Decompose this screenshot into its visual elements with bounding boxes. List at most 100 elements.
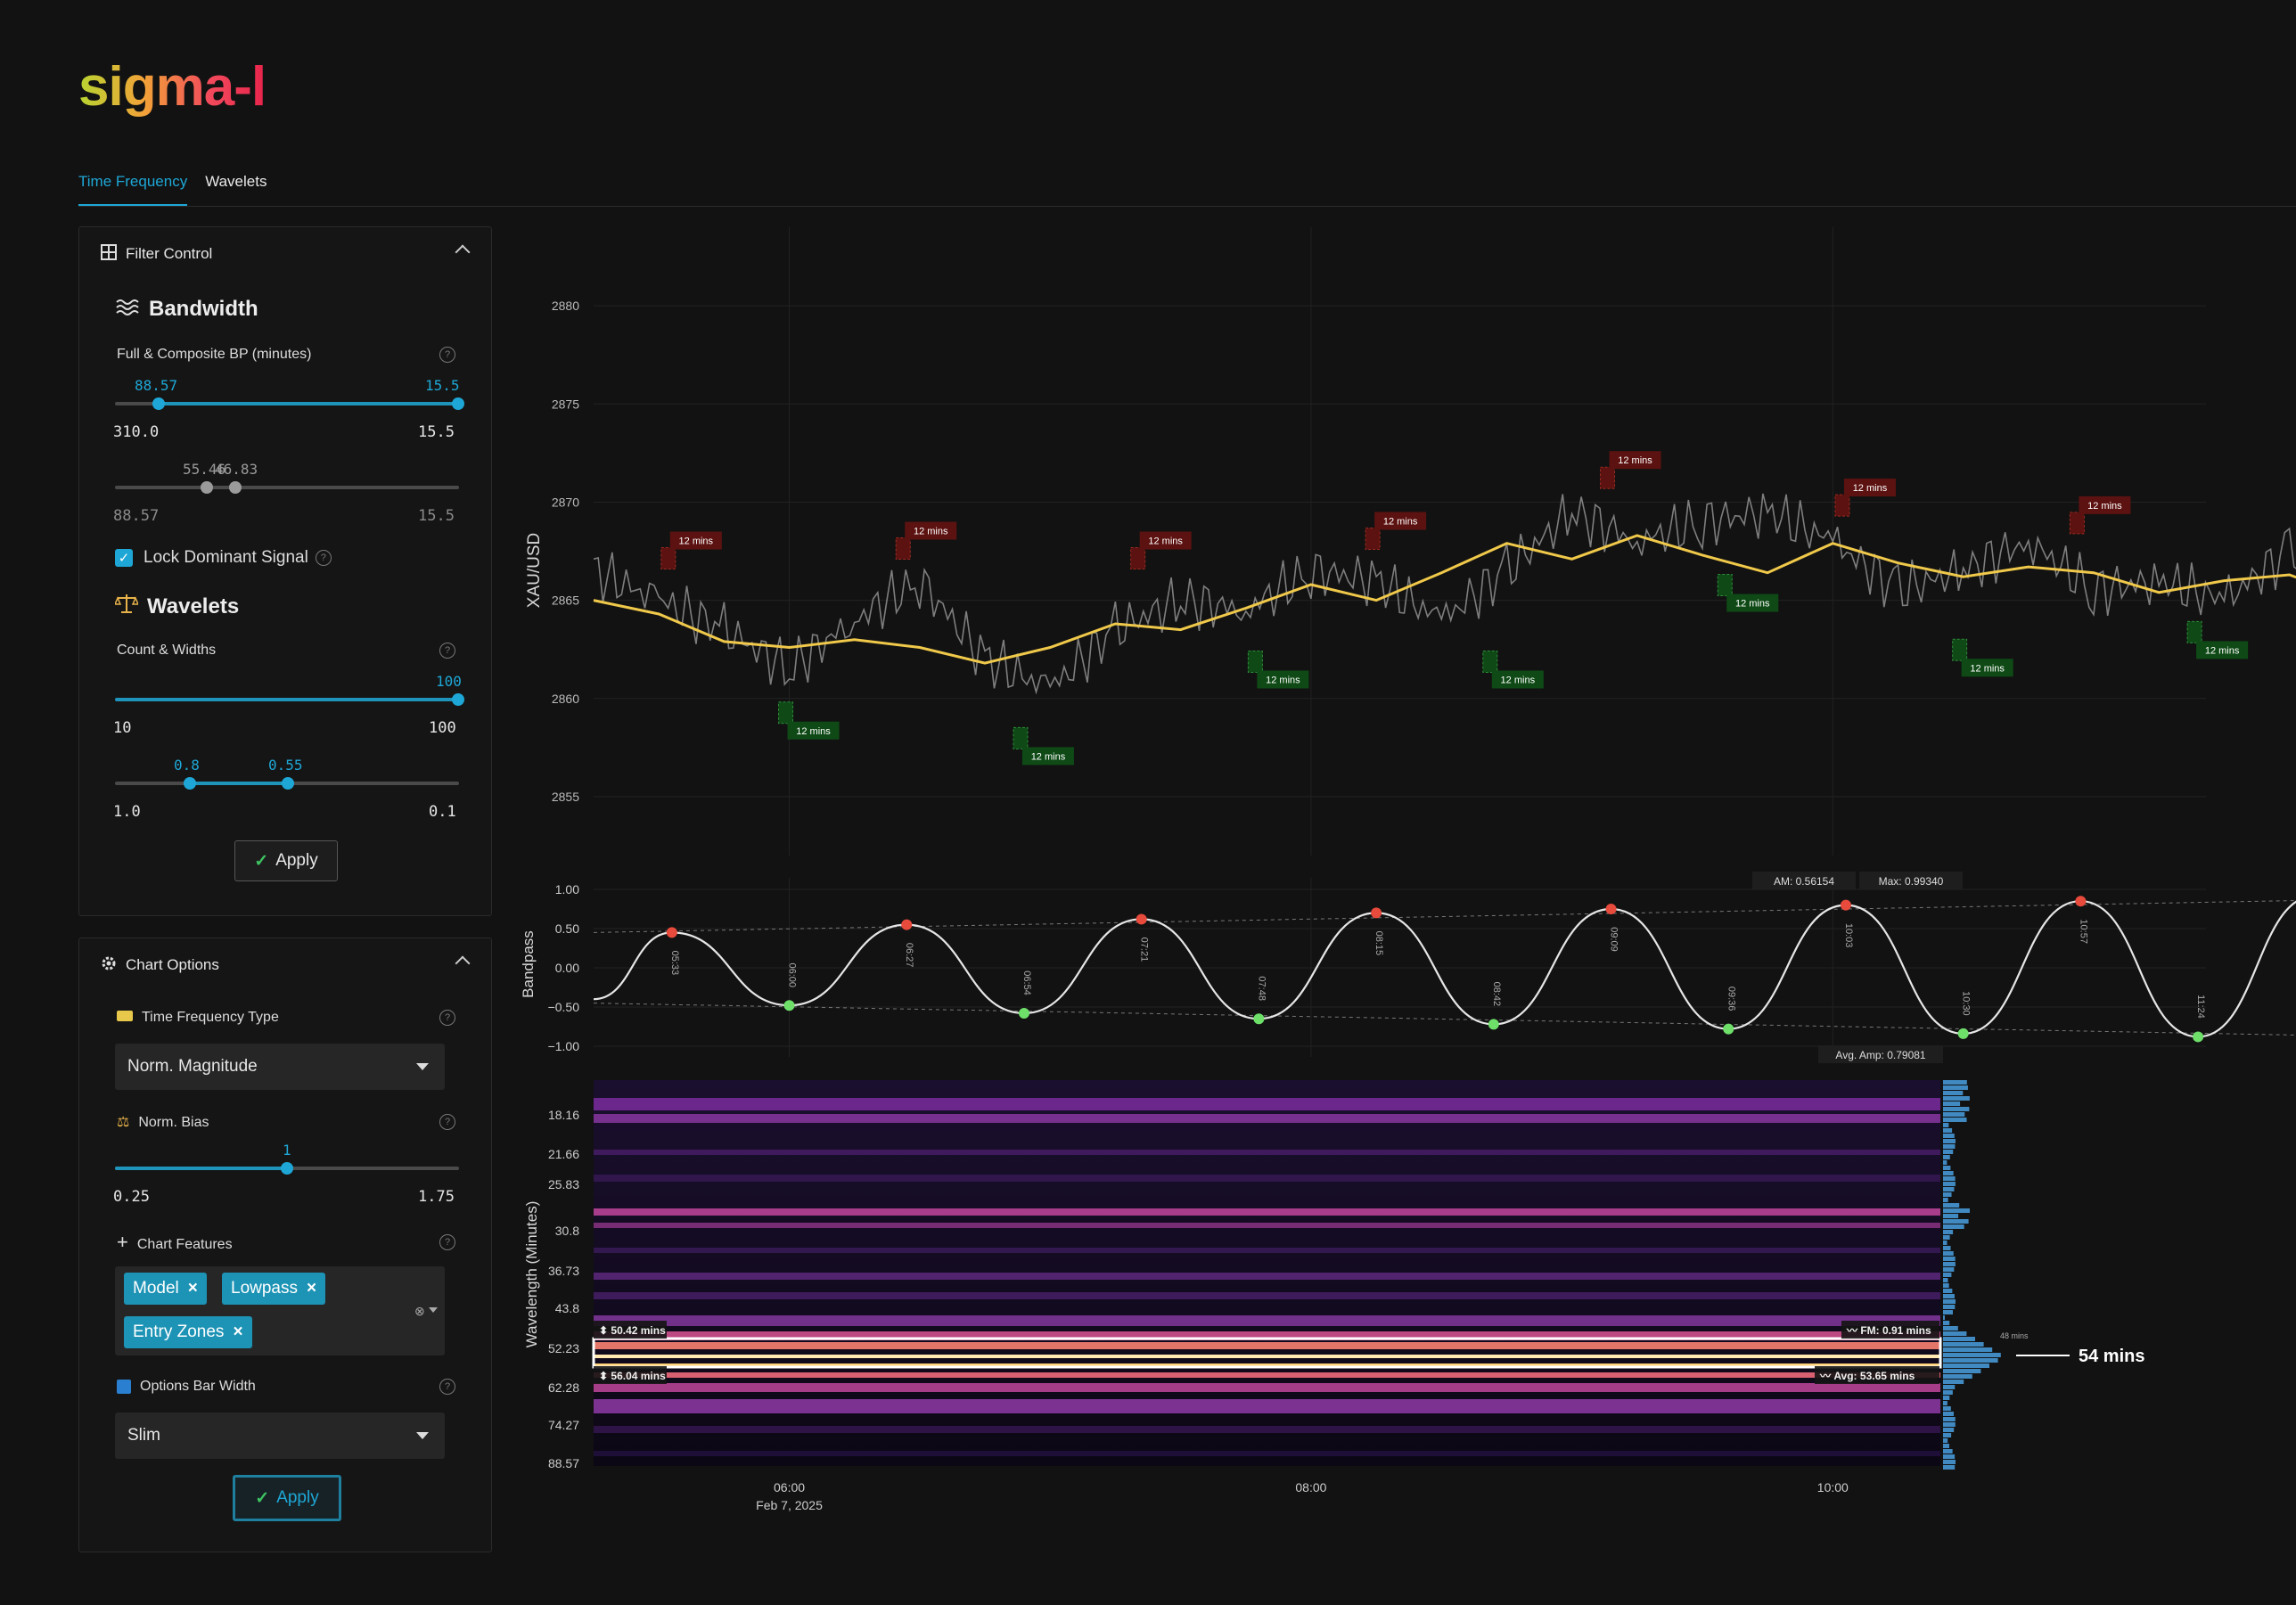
chip-entry-zones[interactable]: Entry Zones × — [124, 1316, 252, 1348]
norm-bias-value: 1 — [283, 1142, 291, 1159]
bp-time-label: 10:03 — [1843, 923, 1854, 948]
histogram-bar — [1943, 1123, 1949, 1127]
price-chart[interactable]: XAU/USD 2880 2875 2870 2865 2860 2855 12 mins 1… — [525, 206, 2296, 856]
bp-time-label: 09:09 — [1609, 927, 1620, 952]
remove-icon[interactable]: × — [307, 1279, 317, 1298]
hm-tick-label: 30.8 — [555, 1224, 579, 1238]
heatmap-band — [594, 1208, 1940, 1216]
chart-apply-button[interactable]: ✓ Apply — [233, 1475, 341, 1521]
histogram-bar — [1943, 1219, 1969, 1224]
wv2-high-handle[interactable] — [282, 777, 294, 790]
bp-tick-label: −0.50 — [548, 1000, 580, 1014]
am-label-bg — [1752, 872, 1856, 889]
histogram-bar — [1943, 1208, 1970, 1213]
bp-trough-marker — [1018, 1008, 1029, 1020]
histogram-bar — [1943, 1326, 1958, 1331]
tab-bar: Time Frequency Wavelets — [78, 168, 266, 207]
bw2-low-handle[interactable] — [201, 481, 213, 494]
chevron-up-icon[interactable] — [455, 955, 471, 971]
wavelets-title: Wavelets — [147, 594, 240, 618]
features-multiselect[interactable]: Model × Lowpass × Entry Zones × ⊗ — [115, 1266, 445, 1355]
bandpass-chart[interactable]: Bandpass 1.00 0.50 0.00 −0.50 −1.00 05:33 06:0… — [520, 872, 2296, 1063]
bp-time-label: 06:54 — [1021, 970, 1032, 995]
filter-apply-button[interactable]: ✓ Apply — [234, 840, 338, 881]
count-widths-label: Count & Widths — [117, 643, 217, 658]
remove-icon[interactable]: × — [233, 1322, 243, 1341]
wv1-value: 100 — [436, 673, 462, 690]
bw2-track[interactable] — [115, 486, 459, 489]
help-icon[interactable]: ? — [439, 347, 455, 363]
bubble-box — [660, 547, 676, 570]
histogram-bar — [1943, 1085, 1968, 1090]
bw1-fill — [160, 402, 459, 405]
bp-trough-marker — [1253, 1013, 1265, 1025]
chip-model[interactable]: Model × — [124, 1273, 207, 1305]
histogram-bar — [1943, 1401, 1948, 1405]
remove-icon[interactable]: × — [187, 1279, 198, 1298]
caret-down-icon — [416, 1432, 429, 1439]
bar-width-select[interactable]: Slim — [115, 1413, 445, 1459]
bw2-low-value: 55.46 — [183, 461, 226, 478]
lock-dominant-checkbox[interactable]: ✓ — [115, 549, 133, 567]
histogram-bar — [1943, 1385, 1956, 1389]
bar-width-value: Slim — [127, 1426, 160, 1445]
help-icon[interactable]: ? — [439, 1379, 455, 1395]
help-icon[interactable]: ? — [315, 550, 332, 566]
clear-icon[interactable]: ⊗ — [414, 1304, 425, 1318]
wavelets-heading: Wavelets — [113, 593, 240, 620]
peak-bubble: 12 mins — [1834, 479, 1896, 517]
histogram-bar — [1943, 1118, 1967, 1122]
tf-type-select[interactable]: Norm. Magnitude — [115, 1044, 445, 1090]
bubble-label-bg — [1726, 594, 1779, 612]
wv1-max: 100 — [429, 719, 456, 737]
tab-time-frequency[interactable]: Time Frequency — [78, 168, 188, 207]
norm-bias-handle[interactable] — [281, 1162, 293, 1175]
chart-options-header[interactable]: Chart Options — [79, 938, 491, 992]
bw2-high-handle[interactable] — [229, 481, 242, 494]
bubble-label: 12 mins — [914, 527, 948, 537]
histogram-bar — [1943, 1144, 1956, 1149]
bp-time-label: 10:57 — [2078, 919, 2088, 944]
bar-width-label-row: Options Bar Width ? — [117, 1379, 455, 1395]
bp-time-label: 07:48 — [1256, 976, 1267, 1001]
bubble-box — [2069, 512, 2085, 535]
bp-time-label: 08:15 — [1374, 931, 1384, 956]
heatmap-chart[interactable]: Wavelength (Minutes) 18.16 21.66 25.83 30.8… — [523, 1080, 2296, 1512]
chevron-up-icon[interactable] — [455, 244, 471, 260]
caret-down-icon[interactable] — [429, 1307, 438, 1313]
tab-wavelets[interactable]: Wavelets — [205, 173, 267, 190]
heatmap-band — [594, 1372, 1940, 1378]
histogram-bar — [1943, 1321, 1950, 1325]
bp-peak-marker — [1605, 904, 1617, 914]
check-icon: ✓ — [255, 1488, 270, 1508]
chip-lowpass[interactable]: Lowpass × — [222, 1273, 326, 1305]
histogram-bar — [1943, 1257, 1956, 1261]
chart-apply-label: Apply — [276, 1488, 319, 1507]
hm-tick-label: 88.57 — [548, 1456, 579, 1470]
heatmap-band — [594, 1223, 1940, 1228]
bp-time-label: 10:30 — [1961, 991, 1972, 1016]
lock-dominant-row[interactable]: ✓ Lock Dominant Signal ? — [115, 548, 332, 568]
filter-control-header[interactable]: Filter Control — [79, 227, 491, 281]
wv2-low-handle[interactable] — [184, 777, 196, 790]
bubble-box — [1130, 547, 1146, 570]
logo: sigma-l — [78, 56, 266, 118]
price-tick-label: 2875 — [552, 397, 579, 411]
bw1-low-handle[interactable] — [152, 397, 165, 410]
hm-tick-label: 52.23 — [548, 1341, 579, 1355]
histogram-bar — [1943, 1267, 1955, 1272]
help-icon[interactable]: ? — [439, 1114, 455, 1130]
help-icon[interactable]: ? — [439, 1234, 455, 1250]
heatmap-band — [594, 1150, 1940, 1155]
wv1-fill[interactable] — [115, 698, 459, 701]
help-icon[interactable]: ? — [439, 1010, 455, 1026]
avg-label: 〰 Avg: 53.65 mins — [1819, 1370, 1915, 1382]
bw1-high-handle[interactable] — [452, 397, 464, 410]
help-icon[interactable]: ? — [439, 643, 455, 659]
heatmap-band — [594, 1248, 1940, 1253]
bubble-box — [1834, 494, 1850, 517]
histogram-bar — [1943, 1278, 1948, 1282]
bubble-label: 12 mins — [1031, 751, 1066, 762]
wv1-handle[interactable] — [452, 693, 464, 706]
histogram-bar — [1943, 1091, 1964, 1095]
